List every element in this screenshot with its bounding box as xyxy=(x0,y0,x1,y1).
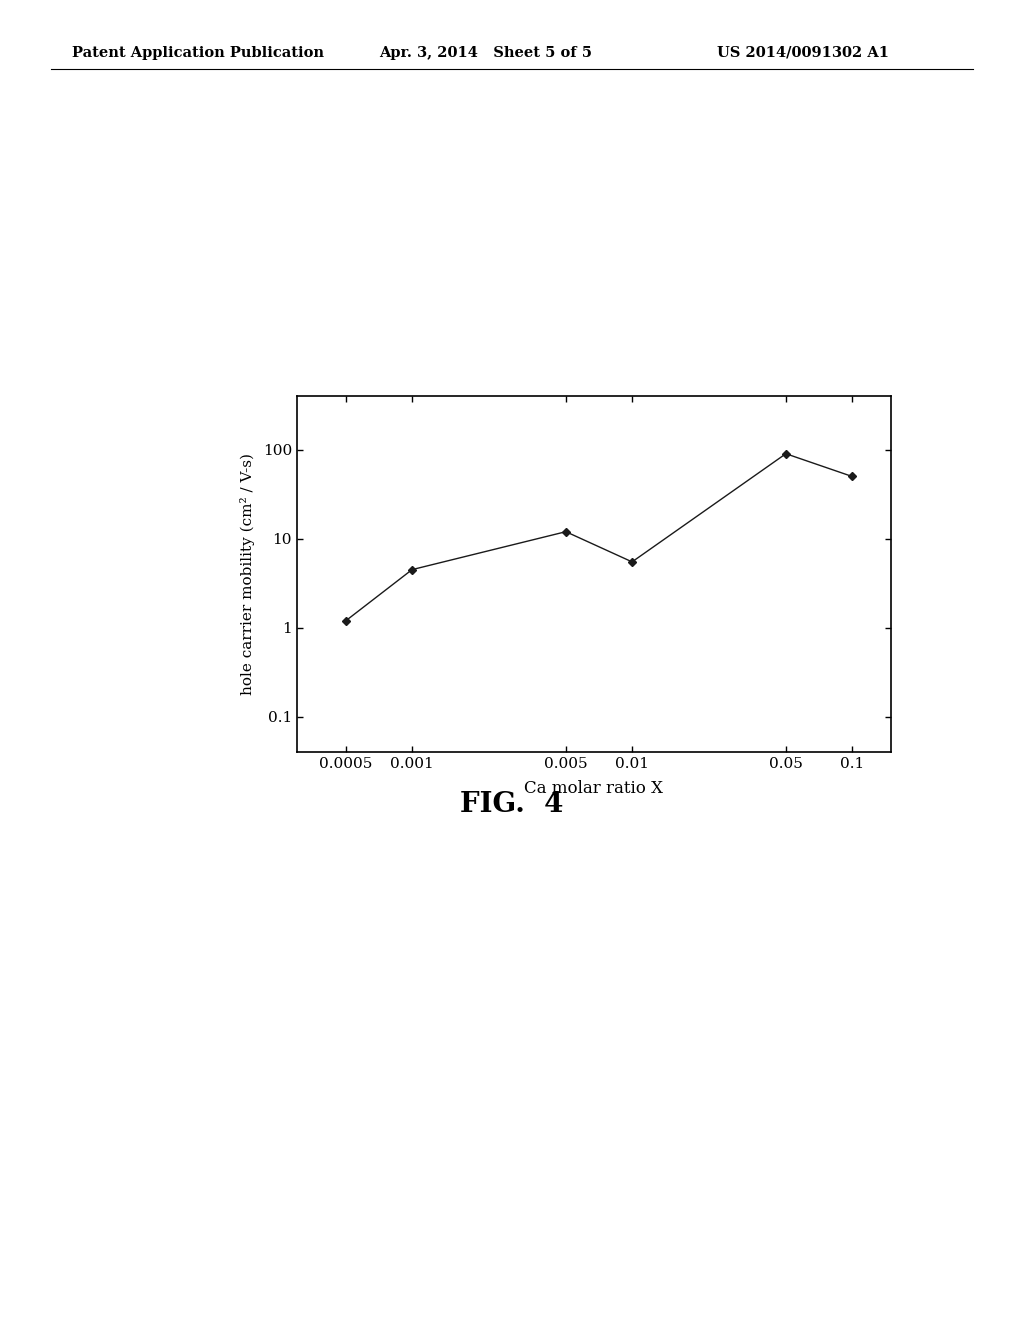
X-axis label: Ca molar ratio X: Ca molar ratio X xyxy=(524,780,664,796)
Text: FIG.  4: FIG. 4 xyxy=(461,791,563,818)
Y-axis label: hole carrier mobility (cm² / V-s): hole carrier mobility (cm² / V-s) xyxy=(240,453,255,696)
Text: Apr. 3, 2014   Sheet 5 of 5: Apr. 3, 2014 Sheet 5 of 5 xyxy=(379,46,592,59)
Text: Patent Application Publication: Patent Application Publication xyxy=(72,46,324,59)
Text: US 2014/0091302 A1: US 2014/0091302 A1 xyxy=(717,46,889,59)
